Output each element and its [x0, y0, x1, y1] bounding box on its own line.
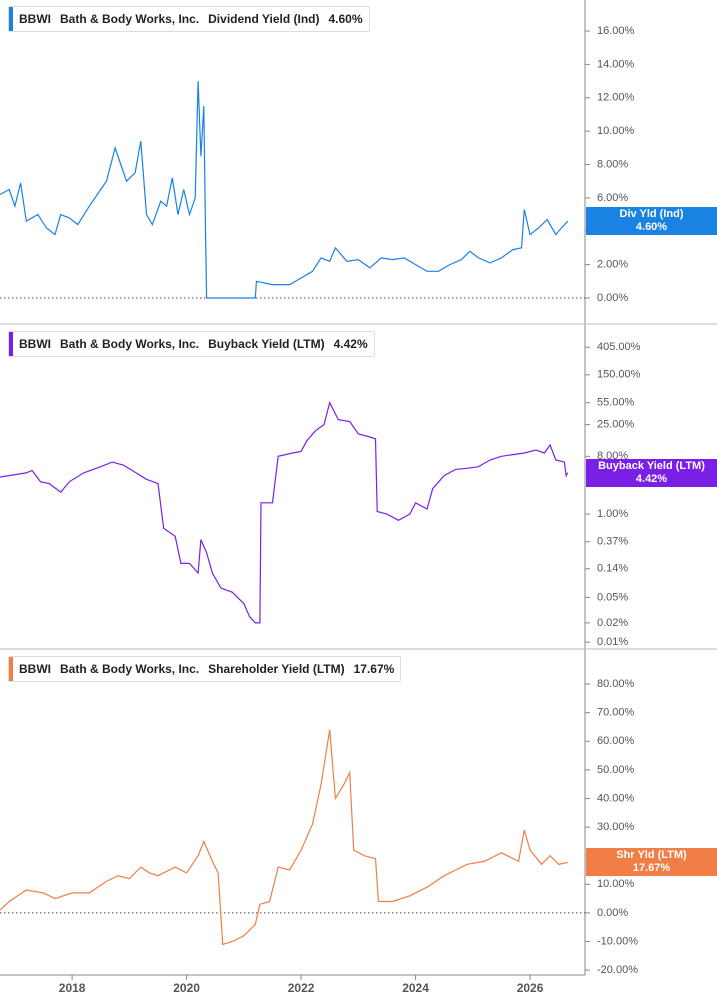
current-value: 4.42% [334, 337, 368, 351]
current-value-box: Buyback Yield (LTM)4.42% [586, 459, 717, 487]
legend-swatch [9, 7, 13, 31]
y-tick-label: 150.00% [597, 369, 641, 381]
y-tick-label: 0.37% [597, 536, 628, 548]
series-line [0, 403, 568, 623]
current-value: 17.67% [354, 662, 395, 676]
x-tick-label: 2026 [517, 981, 544, 995]
legend-swatch [9, 657, 13, 681]
y-tick-label: 55.00% [597, 397, 635, 409]
current-label: Shr Yld (LTM) [586, 849, 717, 862]
y-tick-label: 2.00% [597, 259, 628, 271]
y-tick-label: 0.01% [597, 636, 628, 648]
y-tick-label: 50.00% [597, 764, 635, 776]
y-tick-label: 12.00% [597, 92, 635, 104]
y-tick-label: 80.00% [597, 678, 635, 690]
y-tick-label: 0.02% [597, 617, 628, 629]
series-line [0, 81, 568, 298]
current-value: 4.60% [328, 12, 362, 26]
current-value-box: Shr Yld (LTM)17.67% [586, 848, 717, 876]
y-tick-label: 405.00% [597, 341, 641, 353]
y-tick-label: 16.00% [597, 25, 635, 37]
y-tick-label: 40.00% [597, 792, 635, 804]
series-header: BBWI Bath & Body Works, Inc. Buyback Yield… [8, 331, 375, 357]
y-tick-label: 0.00% [597, 292, 628, 304]
company: Bath & Body Works, Inc. [60, 337, 199, 351]
x-tick-label: 2020 [173, 981, 200, 995]
y-tick-label: 14.00% [597, 58, 635, 70]
x-tick-label: 2018 [59, 981, 86, 995]
y-tick-label: 0.05% [597, 591, 628, 603]
y-tick-label: 1.00% [597, 508, 628, 520]
series-header: BBWI Bath & Body Works, Inc. Dividend Yiel… [8, 6, 370, 32]
y-tick-label: 10.00% [597, 125, 635, 137]
y-tick-label: -10.00% [597, 935, 638, 947]
current-value-label: 17.67% [586, 862, 717, 875]
y-tick-label: 25.00% [597, 419, 635, 431]
current-label: Buyback Yield (LTM) [586, 460, 717, 473]
series-line [0, 730, 568, 945]
ticker: BBWI [19, 662, 51, 676]
current-value-label: 4.60% [586, 221, 717, 234]
company: Bath & Body Works, Inc. [60, 12, 199, 26]
x-tick-label: 2024 [402, 981, 429, 995]
legend-label: Shareholder Yield (LTM) [208, 662, 344, 676]
y-tick-label: -20.00% [597, 964, 638, 976]
y-tick-label: 10.00% [597, 878, 635, 890]
legend-label: Dividend Yield (Ind) [208, 12, 319, 26]
x-tick-label: 2022 [288, 981, 315, 995]
legend-label: Buyback Yield (LTM) [208, 337, 324, 351]
series-header: BBWI Bath & Body Works, Inc. Shareholder Y… [8, 656, 401, 682]
y-tick-label: 30.00% [597, 821, 635, 833]
ticker: BBWI [19, 337, 51, 351]
current-value-box: Div Yld (Ind)4.60% [586, 207, 717, 235]
y-tick-label: 0.14% [597, 563, 628, 575]
current-value-label: 4.42% [586, 473, 717, 486]
company: Bath & Body Works, Inc. [60, 662, 199, 676]
y-tick-label: 0.00% [597, 907, 628, 919]
y-tick-label: 60.00% [597, 735, 635, 747]
legend-swatch [9, 332, 13, 356]
y-tick-label: 6.00% [597, 192, 628, 204]
y-tick-label: 8.00% [597, 158, 628, 170]
current-label: Div Yld (Ind) [586, 208, 717, 221]
ticker: BBWI [19, 12, 51, 26]
y-tick-label: 70.00% [597, 707, 635, 719]
